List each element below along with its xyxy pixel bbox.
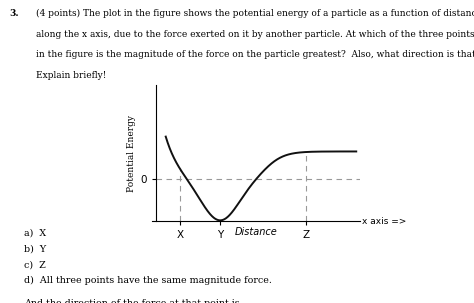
Text: Explain briefly!: Explain briefly! xyxy=(36,71,106,80)
Text: d)  All three points have the same magnitude force.: d) All three points have the same magnit… xyxy=(24,276,272,285)
Text: b)  Y: b) Y xyxy=(24,245,46,254)
Y-axis label: Potential Energy: Potential Energy xyxy=(127,115,136,191)
Text: 3.: 3. xyxy=(9,9,19,18)
Text: a)  X: a) X xyxy=(24,229,46,238)
Text: along the x axis, due to the force exerted on it by another particle. At which o: along the x axis, due to the force exert… xyxy=(36,30,474,39)
Text: And the direction of the force at that point is ____________________: And the direction of the force at that p… xyxy=(24,298,337,303)
Text: Distance: Distance xyxy=(235,228,277,238)
Text: x axis =>: x axis => xyxy=(362,217,407,226)
Text: c)  Z: c) Z xyxy=(24,260,46,269)
Text: (4 points) The plot in the figure shows the potential energy of a particle as a : (4 points) The plot in the figure shows … xyxy=(36,9,474,18)
Text: in the figure is the magnitude of the force on the particle greatest?  Also, wha: in the figure is the magnitude of the fo… xyxy=(36,50,474,59)
